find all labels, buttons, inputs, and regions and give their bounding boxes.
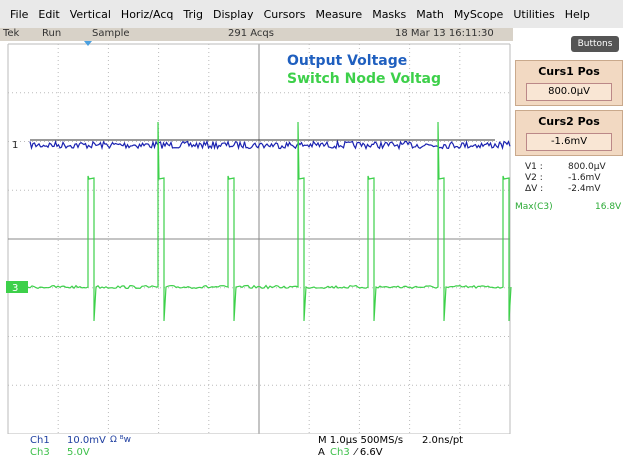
buttons-button[interactable]: Buttons — [571, 36, 619, 52]
menu-item[interactable]: Utilities — [513, 7, 555, 21]
menu-item[interactable]: Help — [564, 7, 590, 21]
curs1-value: 800.0µV — [526, 83, 612, 101]
curs2-label: Curs2 Pos — [538, 115, 600, 128]
menu-item[interactable]: Masks — [372, 7, 407, 21]
curs1-label: Curs1 Pos — [538, 65, 600, 78]
run-state: Run — [42, 28, 62, 39]
ch1-bw: Ω ᴮw — [110, 435, 131, 445]
curs2-value: -1.6mV — [526, 133, 612, 151]
ch3-label: Ch3 — [30, 447, 50, 458]
meas-value: 16.8V — [595, 202, 622, 212]
readout-value: 800.0µV — [568, 162, 606, 172]
menu-item[interactable]: Measure — [315, 7, 363, 21]
meas-label: Max(C3) — [515, 202, 553, 212]
readout-label: V1 : — [525, 162, 543, 172]
switch-annotation: Switch Node Voltag — [287, 71, 442, 87]
readout-label: ΔV : — [525, 184, 544, 194]
trigger-marker — [84, 41, 92, 46]
side-panel: Buttons Curs1 Pos 800.0µV Curs2 Pos -1.6mV… — [513, 28, 623, 433]
menu-item[interactable]: Math — [416, 7, 444, 21]
brand: Tek — [3, 28, 20, 39]
trigger-prefix: A — [318, 447, 325, 458]
acq-mode: Sample — [92, 28, 130, 39]
menu-item[interactable]: MyScope — [453, 7, 504, 21]
resolution: 2.0ns/pt — [422, 435, 464, 446]
readout-value: -1.6mV — [568, 173, 601, 183]
menu-item[interactable]: Cursors — [263, 7, 306, 21]
readout-value: -2.4mV — [568, 184, 601, 194]
trigger-level: ⁄ 6.6V — [355, 447, 383, 458]
menu-item[interactable]: Vertical — [69, 7, 111, 21]
ch1-scale: 10.0mV — [67, 435, 106, 446]
menu-item[interactable]: Display — [213, 7, 254, 21]
curs2-box[interactable]: Curs2 Pos -1.6mV — [515, 110, 623, 156]
ch3-marker: 3 — [12, 283, 18, 294]
datetime: 18 Mar 13 16:11:30 — [395, 28, 494, 39]
output-trace — [29, 139, 511, 151]
ch1-label: Ch1 — [30, 435, 50, 446]
curs1-box[interactable]: Curs1 Pos 800.0µV — [515, 60, 623, 106]
timebase: M 1.0µs 500MS/s — [318, 435, 404, 446]
menu-item[interactable]: Edit — [38, 7, 60, 21]
ch1-marker: 1 — [12, 140, 18, 151]
trigger-source: Ch3 — [330, 447, 350, 458]
waveform-display: 13 — [6, 41, 512, 434]
ch3-marker-bg — [6, 281, 28, 293]
menu-item[interactable]: File — [10, 7, 29, 21]
acq-count: 291 Acqs — [228, 28, 274, 39]
readout-label: V2 : — [525, 173, 543, 183]
menu-bar: File Edit Vertical Horiz/Acq Trig Display Curs… — [0, 0, 623, 28]
ch3-scale: 5.0V — [67, 447, 90, 458]
switch-trace — [7, 121, 512, 322]
output-annotation: Output Voltage — [287, 53, 408, 69]
status-bar: Tek Run Sample 291 Acqs 18 Mar 13 16:11:… — [0, 28, 513, 41]
menu-item[interactable]: Horiz/Acq — [120, 7, 174, 21]
menu-item[interactable]: Trig — [183, 7, 204, 21]
